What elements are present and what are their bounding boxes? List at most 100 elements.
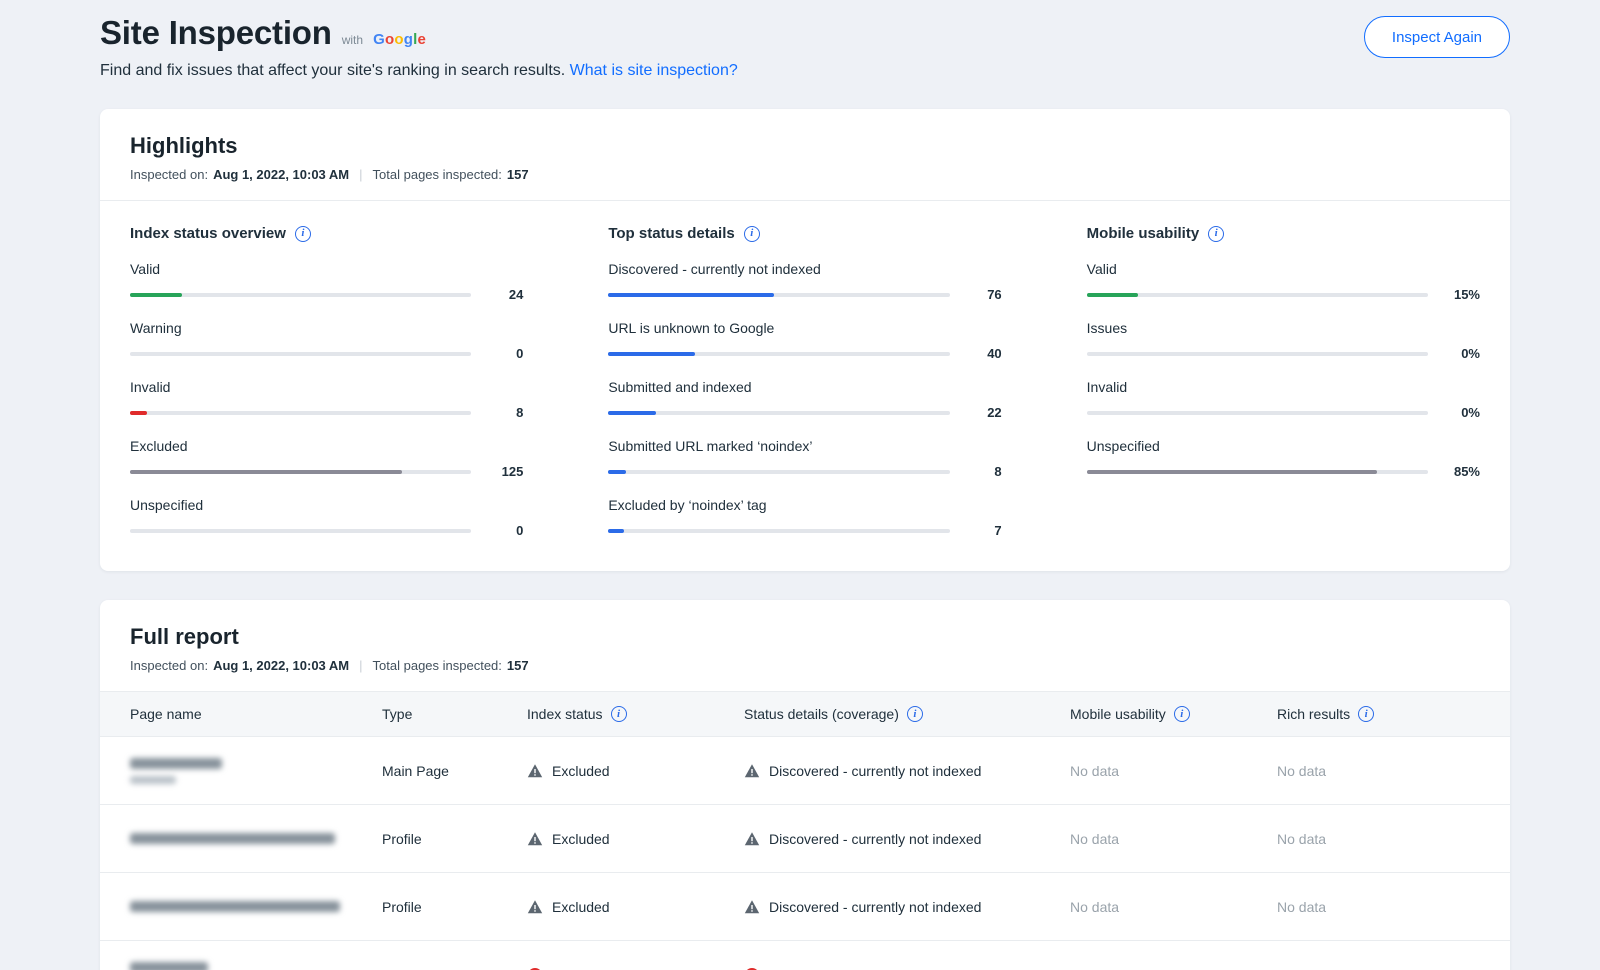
cell-mobile-usability: No data [1070, 762, 1120, 779]
index-status-label: Excluded [552, 898, 610, 915]
cell-type: Profile [382, 804, 527, 873]
metric-label: Discovered - currently not indexed [608, 261, 821, 277]
what-is-site-inspection-link[interactable]: What is site inspection? [569, 62, 738, 79]
metric-value: 85% [1453, 464, 1480, 479]
info-icon[interactable] [1208, 225, 1225, 242]
metric-bar [608, 469, 950, 474]
info-icon[interactable] [610, 706, 627, 722]
metric-bar [608, 292, 950, 297]
info-icon[interactable] [294, 225, 311, 242]
warning-icon [527, 899, 543, 913]
cell-index-status: Invalid [527, 940, 744, 970]
col-header-mobile-usability: Mobile usability [1070, 691, 1277, 737]
full-report-card: Full report Inspected on: Aug 1, 2022, 1… [100, 600, 1510, 970]
metric-bar [130, 469, 472, 474]
metric-bar [130, 292, 472, 297]
metric-value: 8 [994, 464, 1002, 479]
title-row: Site Inspection with Google [100, 14, 1510, 52]
meta-separator: | [359, 167, 363, 182]
metric-bar [1086, 469, 1428, 474]
cell-type: Profile [382, 872, 527, 941]
cell-type: Main Page [382, 762, 449, 779]
total-pages-value: 157 [506, 658, 529, 673]
metric-excluded: Excluded 125 [130, 437, 523, 479]
status-details-label: Discovered - currently not indexed [769, 830, 982, 847]
inspected-on-label: Inspected on: [130, 167, 209, 182]
metric-submitted-indexed: Submitted and indexed 22 [608, 378, 1002, 420]
metric-url-unknown: URL is unknown to Google 40 [608, 319, 1002, 361]
index-status-label: Excluded [552, 762, 610, 779]
full-report-table: Page name Type Index status Status detai… [100, 691, 1510, 970]
metric-value: 76 [987, 287, 1002, 302]
inspect-again-button[interactable]: Inspect Again [1363, 16, 1510, 58]
status-details-label: Submitted, marked ‘noindex’ [769, 967, 946, 970]
cell-mobile-usability: No data [1070, 940, 1277, 970]
status-details-label: Discovered - currently not indexed [769, 898, 982, 915]
metric-label: Valid [1086, 261, 1117, 277]
inspected-on-value: Aug 1, 2022, 10:03 AM [213, 167, 350, 182]
page-header: Site Inspection with Google Find and fix… [100, 14, 1510, 80]
redacted-page-name [130, 833, 335, 844]
full-report-card-head: Full report Inspected on: Aug 1, 2022, 1… [100, 600, 1510, 691]
highlights-meta: Inspected on: Aug 1, 2022, 10:03 AM | To… [130, 167, 1480, 182]
metric-bar [130, 528, 472, 533]
section-top-status-details: Top status details Discovered - currentl… [608, 225, 1002, 555]
warning-icon [527, 763, 543, 777]
cell-status-details: Discovered - currently not indexed [744, 804, 1070, 873]
cell-rich-results: No data [1277, 804, 1510, 873]
cell-index-status: Excluded [527, 872, 744, 941]
table-row: Profile Excluded Discovered - currently … [100, 804, 1510, 873]
col-header-status-details: Status details (coverage) [744, 691, 1070, 737]
metric-label: URL is unknown to Google [608, 320, 775, 336]
metric-label: Unspecified [1086, 438, 1160, 454]
index-status-label: Invalid [552, 967, 592, 970]
section-title: Top status details [608, 225, 735, 242]
redacted-page-name [130, 961, 208, 970]
card-divider [100, 200, 1510, 201]
warning-icon [744, 831, 760, 845]
metric-value: 0 [516, 523, 524, 538]
metric-value: 24 [508, 287, 524, 302]
inspected-on-label: Inspected on: [130, 658, 209, 673]
metric-label: Unspecified [130, 497, 204, 513]
col-header-index-status: Index status [527, 691, 744, 737]
metric-value: 40 [987, 346, 1002, 361]
info-icon[interactable] [906, 706, 923, 722]
col-header-type: Type [382, 691, 527, 737]
info-icon[interactable] [1173, 706, 1190, 722]
cell-status-details: Submitted, marked ‘noindex’ [744, 940, 1070, 970]
cell-mobile-usability: No data [1070, 804, 1277, 873]
col-header-rich-results: Rich results [1277, 691, 1510, 737]
info-icon[interactable] [743, 225, 760, 242]
redacted-page-name [130, 757, 222, 769]
metric-label: Submitted and indexed [608, 379, 752, 395]
total-pages-value: 157 [506, 167, 529, 182]
subtitle-text: Find and fix issues that affect your sit… [100, 62, 566, 79]
section-title-row: Top status details [608, 225, 1001, 242]
metric-invalid: Invalid 0% [1086, 378, 1480, 420]
metric-value: 22 [987, 405, 1002, 420]
full-report-title: Full report [130, 624, 239, 649]
info-icon[interactable] [1358, 706, 1375, 722]
cell-status-details: Discovered - currently not indexed [744, 737, 1070, 805]
section-mobile-usability: Mobile usability Valid 15% Issues 0% [1086, 225, 1480, 555]
metric-excluded-noindex-tag: Excluded by ‘noindex’ tag 7 [608, 496, 1002, 538]
error-icon [529, 967, 541, 970]
with-label: with [341, 33, 364, 47]
cell-rich-results: No data [1277, 940, 1510, 970]
cell-page-name [100, 940, 382, 970]
metric-label: Invalid [130, 379, 171, 395]
metric-issues: Issues 0% [1086, 319, 1480, 361]
highlights-title: Highlights [130, 133, 238, 158]
metric-bar [1086, 292, 1428, 297]
metric-bar [130, 410, 472, 415]
metric-discovered-not-indexed: Discovered - currently not indexed 76 [608, 260, 1002, 302]
total-pages-label: Total pages inspected: [372, 658, 502, 673]
cell-page-name [100, 872, 382, 941]
cell-mobile-usability: No data [1070, 872, 1277, 941]
metric-value: 0% [1461, 346, 1480, 361]
metric-label: Issues [1086, 320, 1128, 336]
table-row: Main Page Excluded Discovered - currentl… [100, 737, 1510, 805]
metric-valid: Valid 24 [130, 260, 523, 302]
